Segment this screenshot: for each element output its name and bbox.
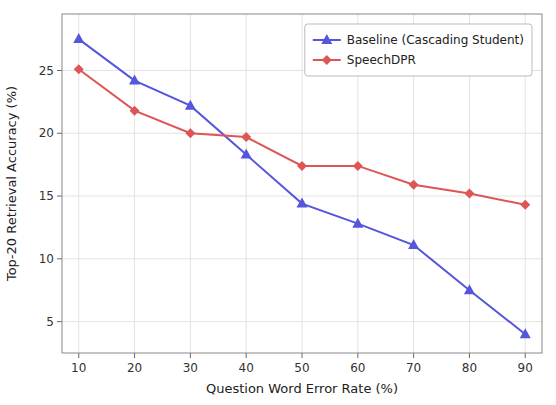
point [408, 239, 419, 249]
point [352, 218, 363, 228]
point [185, 100, 196, 110]
legend-label: SpeechDPR [347, 53, 416, 67]
point [297, 198, 308, 208]
legend-marker [322, 55, 332, 65]
tick-mark [302, 353, 303, 358]
grid-line [62, 321, 542, 322]
point [297, 161, 307, 171]
point [241, 149, 252, 159]
tick-mark [246, 353, 247, 358]
tick-mark [57, 133, 62, 134]
tick-mark [57, 70, 62, 71]
legend: Baseline (Cascading Student) SpeechDPR [305, 24, 532, 76]
tick-label: 25 [39, 64, 54, 78]
tick-label: 30 [183, 361, 198, 375]
grid-line [134, 14, 135, 353]
y-axis-label: Top-20 Retrieval Accuracy (%) [4, 86, 19, 282]
grid-line [302, 14, 303, 353]
plot-frame [62, 14, 542, 353]
tick-label: 40 [239, 361, 254, 375]
point [520, 328, 531, 338]
point [464, 189, 474, 199]
legend-box [305, 24, 532, 76]
tick-mark [57, 321, 62, 322]
x-axis-label: Question Word Error Rate (%) [206, 381, 398, 396]
tick-label: 90 [518, 361, 533, 375]
tick-mark [57, 196, 62, 197]
chart: 10 20 30 40 50 60 70 80 90 5 10 15 20 25 Question Word… [0, 0, 556, 405]
tick-mark [357, 353, 358, 358]
tick-mark [525, 353, 526, 358]
background [0, 0, 556, 405]
tick-mark [190, 353, 191, 358]
tick-mark [57, 258, 62, 259]
tick-label: 15 [39, 189, 54, 203]
legend-marker [321, 34, 332, 44]
point [464, 284, 475, 294]
tick-mark [134, 353, 135, 358]
point [241, 132, 251, 142]
tick-mark [78, 353, 79, 358]
point [130, 106, 140, 116]
tick-label: 60 [350, 361, 365, 375]
point [409, 180, 419, 190]
grid-line [246, 14, 247, 353]
grid-line [62, 133, 542, 134]
tick-label: 10 [39, 252, 54, 266]
grid-line [190, 14, 191, 353]
legend-label: Baseline (Cascading Student) [347, 33, 524, 47]
tick-mark [469, 353, 470, 358]
axes: 10 20 30 40 50 60 70 80 90 5 10 15 20 25 [39, 14, 542, 375]
tick-label: 5 [46, 315, 54, 329]
tick-label: 20 [39, 126, 54, 140]
point [353, 161, 363, 171]
tick-label: 80 [462, 361, 477, 375]
grid-line [62, 258, 542, 259]
tick-label: 10 [71, 361, 86, 375]
tick-mark [413, 353, 414, 358]
point [74, 64, 84, 74]
point [520, 200, 530, 210]
tick-label: 50 [294, 361, 309, 375]
tick-label: 70 [406, 361, 421, 375]
series-line [79, 39, 526, 334]
plot-area [73, 33, 531, 338]
point [73, 33, 84, 43]
point [185, 128, 195, 138]
point [129, 75, 140, 85]
tick-label: 20 [127, 361, 142, 375]
series-line [79, 69, 526, 205]
